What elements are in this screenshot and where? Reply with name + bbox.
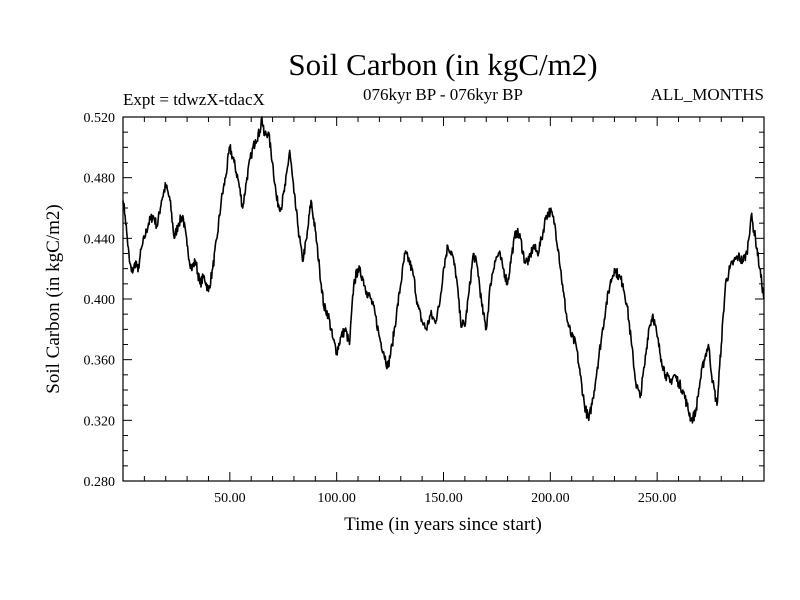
experiment-label: Expt = tdwzX-tdacX	[123, 90, 265, 109]
x-tick-label: 50.00	[214, 491, 246, 506]
series-line	[122, 116, 765, 424]
y-axis-ticks: 0.280 0.320 0.360 0.400 0.440 0.480 0.520	[84, 111, 764, 490]
y-tick-label: 0.360	[84, 354, 116, 369]
plot-frame	[122, 116, 765, 482]
y-axis-label: Soil Carbon (in kgC/m2)	[43, 204, 64, 393]
y-tick-label: 0.440	[84, 232, 116, 247]
x-axis-ticks: 50.00 100.00 150.00 200.00 250.00	[143, 117, 744, 506]
x-tick-label: 250.00	[638, 491, 677, 506]
x-axis-label: Time (in years since start)	[344, 514, 542, 535]
y-tick-label: 0.400	[84, 293, 116, 308]
time-period-label: 076kyr BP - 076kyr BP	[363, 85, 523, 104]
y-tick-label: 0.480	[84, 172, 116, 187]
x-tick-label: 100.00	[317, 491, 356, 506]
x-tick-label: 200.00	[531, 491, 570, 506]
x-tick-label: 150.00	[424, 491, 463, 506]
y-tick-label: 0.320	[84, 414, 116, 429]
y-tick-label: 0.280	[84, 475, 116, 490]
chart-title: Soil Carbon (in kgC/m2)	[288, 47, 597, 82]
months-label: ALL_MONTHS	[651, 85, 764, 104]
y-tick-label: 0.520	[84, 111, 116, 126]
